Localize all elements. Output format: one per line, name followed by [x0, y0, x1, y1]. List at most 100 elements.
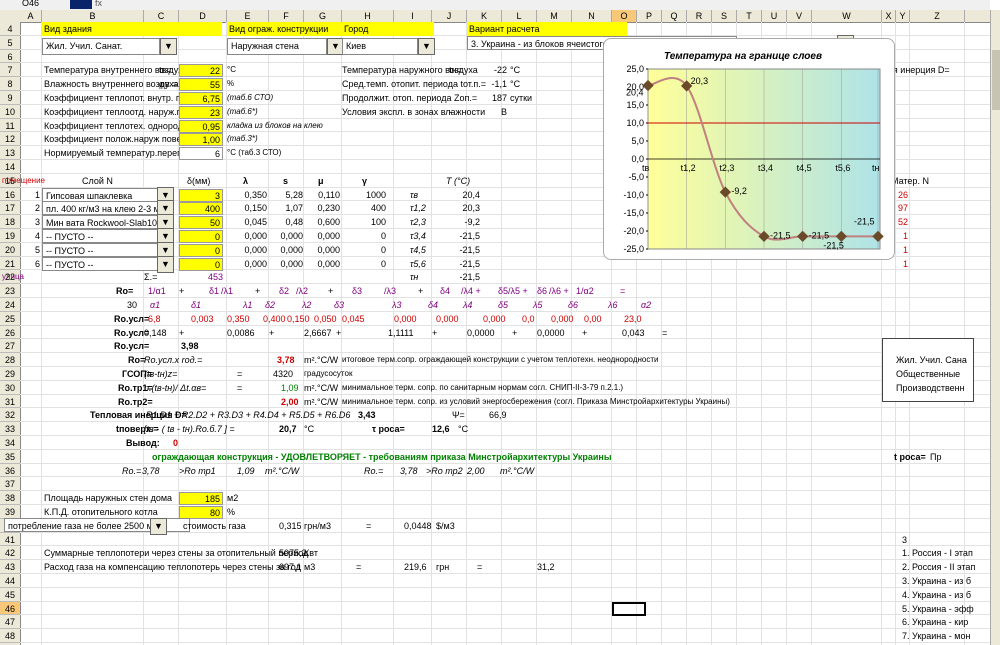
row-header-48[interactable]: 48 [0, 629, 20, 643]
column-header-t[interactable]: T [737, 10, 762, 22]
column-header-r[interactable]: R [687, 10, 712, 22]
column-header-z[interactable]: Z [910, 10, 965, 22]
row-header-31[interactable]: 31 [0, 395, 20, 409]
layer-material-select[interactable]: пл. 400 кг/м3 на клею 2-3 мм [42, 201, 174, 216]
row-header-22[interactable]: 22 [0, 270, 20, 285]
column-header-d[interactable]: D [179, 10, 227, 22]
city-select[interactable]: Киев [342, 37, 418, 55]
param-value-input[interactable]: 6,75 [179, 92, 223, 105]
column-header-j[interactable]: J [432, 10, 467, 22]
active-cell[interactable] [612, 601, 646, 616]
city-dropdown-button[interactable]: ▼ [418, 37, 435, 55]
row-header-17[interactable]: 17 [0, 201, 20, 216]
row-header-20[interactable]: 20 [0, 243, 20, 257]
row-header-44[interactable]: 44 [0, 574, 20, 588]
param-value-input[interactable]: 22 [179, 64, 223, 78]
column-header-n[interactable]: N [572, 10, 612, 22]
row-header-28[interactable]: 28 [0, 353, 20, 367]
row-header-27[interactable]: 27 [0, 339, 20, 354]
row-header-13[interactable]: 13 [0, 146, 20, 160]
column-header-l[interactable]: L [502, 10, 537, 22]
sheet-grid[interactable]: Вид здания Вид ограж. конструкции Город Вар… [2, 22, 990, 645]
param-value-input[interactable]: 55 [179, 78, 223, 92]
layer-material-dropdown-button[interactable]: ▼ [157, 255, 174, 273]
column-header-p[interactable]: P [637, 10, 662, 22]
column-header-e[interactable]: E [227, 10, 269, 22]
row-header-10[interactable]: 10 [0, 105, 20, 119]
row-header-36[interactable]: 36 [0, 464, 20, 478]
column-header-a[interactable]: A [20, 10, 42, 22]
layer-material-select[interactable]: -- ПУСТО -- [42, 256, 174, 271]
layer-thickness-input[interactable]: 400 [179, 202, 223, 216]
param-value-input[interactable]: 1,00 [179, 133, 223, 147]
building-type-dropdown-button[interactable]: ▼ [160, 37, 177, 55]
gas-consumption-dropdown-button[interactable]: ▼ [150, 517, 167, 535]
row-header-30[interactable]: 30 [0, 381, 20, 395]
building-type-select[interactable]: Жил. Учил. Санат. [42, 37, 160, 55]
column-header-m[interactable]: M [537, 10, 572, 22]
column-header-u[interactable]: U [762, 10, 787, 22]
row-header-38[interactable]: 38 [0, 491, 20, 505]
column-header-c[interactable]: C [144, 10, 179, 22]
row-header-25[interactable]: 25 [0, 312, 20, 326]
row-header-42[interactable]: 42 [0, 546, 20, 561]
row-header-7[interactable]: 7 [0, 63, 20, 78]
row-header-15[interactable]: 15 [0, 174, 20, 188]
row-header-19[interactable]: 19 [0, 229, 20, 243]
column-header-k[interactable]: K [467, 10, 502, 22]
param-value-input[interactable]: 6 [179, 147, 223, 161]
column-header-b[interactable]: B [42, 10, 144, 22]
row-header-23[interactable]: 23 [0, 284, 20, 298]
param-value-input[interactable]: 23 [179, 105, 223, 119]
layer-thickness-input[interactable]: 3 [179, 188, 223, 202]
row-header-4[interactable]: 4 [0, 22, 20, 36]
param-value-input[interactable]: 0,95 [179, 119, 223, 133]
layer-material-dropdown-button[interactable]: ▼ [157, 241, 174, 259]
column-header-q[interactable]: Q [662, 10, 687, 22]
row-header-47[interactable]: 47 [0, 615, 20, 630]
layer-thickness-input[interactable]: 0 [179, 230, 223, 243]
column-header-v[interactable]: V [787, 10, 812, 22]
row-header-32[interactable]: 32 [0, 408, 20, 423]
layer-material-select[interactable]: -- ПУСТО -- [42, 242, 174, 257]
column-header-f[interactable]: F [269, 10, 304, 22]
column-header-g[interactable]: G [304, 10, 342, 22]
row-header-14[interactable]: 14 [0, 160, 20, 174]
column-header-w[interactable]: W [812, 10, 882, 22]
row-header-46[interactable]: 46 [0, 601, 20, 616]
wall-area-input[interactable]: 185 [179, 492, 223, 506]
row-header-33[interactable]: 33 [0, 422, 20, 436]
row-header-39[interactable]: 39 [0, 505, 20, 519]
formula-icon[interactable]: fx [95, 0, 103, 8]
column-header-y[interactable]: Y [896, 10, 910, 22]
row-header-24[interactable]: 24 [0, 298, 20, 312]
layer-material-select[interactable]: Гипсовая шпаклевка [42, 187, 174, 202]
row-header-29[interactable]: 29 [0, 367, 20, 381]
row-header-34[interactable]: 34 [0, 436, 20, 450]
layer-thickness-input[interactable]: 0 [179, 257, 223, 271]
row-header-16[interactable]: 16 [0, 188, 20, 202]
row-header-12[interactable]: 12 [0, 132, 20, 147]
row-header-26[interactable]: 26 [0, 326, 20, 340]
row-header-37[interactable]: 37 [0, 477, 20, 492]
layer-thickness-input[interactable]: 0 [179, 243, 223, 257]
row-header-9[interactable]: 9 [0, 91, 20, 105]
enclosure-type-select[interactable]: Наружная стена [227, 37, 327, 55]
column-header-h[interactable]: H [342, 10, 394, 22]
gas-consumption-select[interactable]: потребление газа не более 2500 м3 [4, 517, 190, 532]
row-header-6[interactable]: 6 [0, 50, 20, 64]
boiler-efficiency-input[interactable]: 80 [179, 506, 223, 519]
column-header-i[interactable]: I [394, 10, 432, 22]
column-header-x[interactable]: X [882, 10, 896, 22]
row-header-45[interactable]: 45 [0, 588, 20, 602]
row-header-43[interactable]: 43 [0, 560, 20, 574]
scrollbar-thumb[interactable] [992, 50, 1000, 110]
layer-material-select[interactable]: Мин вата Rockwool-Slab100 [42, 215, 174, 230]
layer-thickness-input[interactable]: 50 [179, 216, 223, 230]
layer-material-select[interactable]: -- ПУСТО -- [42, 229, 174, 243]
row-header-21[interactable]: 21 [0, 257, 20, 271]
column-header-o[interactable]: O [612, 10, 637, 22]
row-header-11[interactable]: 11 [0, 119, 20, 133]
temperature-chart[interactable]: Температура на границе слоев 25,0 20,0 15,0… [603, 38, 895, 260]
row-header-5[interactable]: 5 [0, 36, 20, 50]
